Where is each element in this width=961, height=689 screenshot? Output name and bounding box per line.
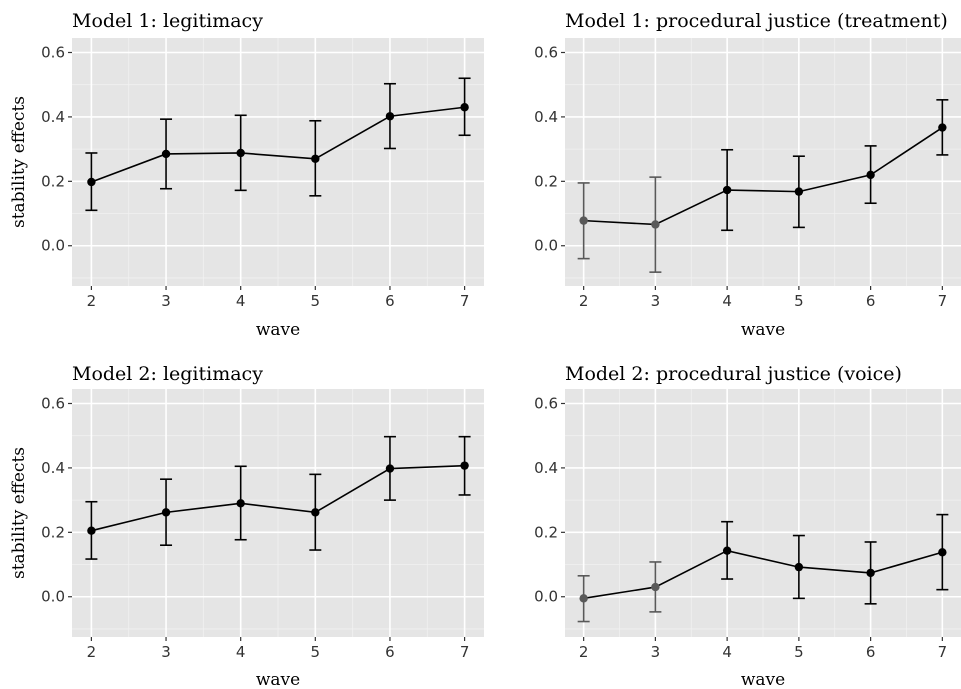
y-axis-label: stability effects [9, 96, 29, 228]
data-point [579, 594, 588, 603]
y-tick-label: 0.4 [41, 108, 65, 126]
x-tick-label: 6 [385, 643, 395, 661]
x-tick-label: 6 [866, 643, 876, 661]
data-point [651, 220, 660, 229]
x-tick-label: 7 [460, 292, 470, 310]
x-tick-label: 4 [236, 643, 246, 661]
x-tick-label: 6 [866, 292, 876, 310]
x-tick-label: 5 [794, 292, 804, 310]
x-tick-label: 2 [87, 292, 97, 310]
data-point [87, 526, 96, 535]
data-point [161, 149, 171, 159]
y-tick-label: 0.0 [41, 588, 65, 606]
x-tick-label: 3 [651, 292, 661, 310]
chart-panel-2: 0.0 0.2 0.4 0.6 2 3 4 5 6 7 Model 1: procedural ju… [534, 10, 961, 340]
y-tick-label: 0.2 [41, 523, 65, 541]
data-point [385, 464, 395, 473]
data-point [866, 568, 875, 578]
x-tick-label: 3 [161, 643, 171, 661]
x-tick-label: 7 [938, 643, 948, 661]
chart-panel-3: 0.0 0.2 0.4 0.6 2 3 4 5 6 7 Model 2: legitimacy wav… [9, 363, 484, 689]
data-point [460, 461, 469, 470]
data-point [651, 582, 660, 592]
y-tick-label: 0.6 [534, 43, 558, 61]
x-tick-label: 5 [794, 643, 804, 661]
data-point [794, 187, 804, 196]
x-axis-label: wave [741, 670, 785, 689]
series-line [91, 106, 465, 183]
data-point [311, 508, 320, 517]
x-axis-label: wave [741, 320, 785, 340]
panel-title: Model 2: procedural justice (voice) [565, 363, 902, 385]
series-line [91, 464, 465, 532]
x-tick-label: 5 [311, 292, 321, 310]
x-tick-label: 3 [651, 643, 661, 661]
data-point [938, 548, 947, 557]
y-tick-label: 0.2 [534, 523, 558, 541]
x-tick-label: 2 [579, 292, 589, 310]
x-tick-label: 7 [460, 643, 470, 661]
data-point [794, 562, 804, 572]
y-tick-label: 0.2 [41, 172, 65, 190]
y-tick-label: 0.4 [534, 108, 558, 126]
data-point [161, 508, 171, 517]
x-tick-label: 4 [722, 292, 732, 310]
x-tick-label: 3 [161, 292, 171, 310]
panel-title: Model 1: procedural justice (treatment) [565, 10, 948, 32]
data-point [311, 154, 320, 163]
y-tick-label: 0.0 [41, 237, 65, 255]
data-point [722, 546, 732, 555]
x-axis-label: wave [256, 670, 300, 689]
y-tick-label: 0.6 [534, 394, 558, 412]
data-point [722, 185, 732, 195]
data-point [236, 499, 245, 508]
data-point [460, 103, 469, 112]
y-tick-label: 0.6 [41, 394, 65, 412]
panel-title: Model 2: legitimacy [72, 363, 263, 385]
data-point [236, 148, 245, 158]
x-tick-label: 4 [236, 292, 246, 310]
y-tick-label: 0.4 [41, 459, 65, 477]
data-point [938, 123, 947, 132]
x-tick-label: 7 [938, 292, 948, 310]
chart-panel-4: 0.0 0.2 0.4 0.6 2 3 4 5 6 7 Model 2: procedural ju… [534, 363, 961, 689]
y-tick-label: 0.2 [534, 172, 558, 190]
x-tick-label: 4 [722, 643, 732, 661]
x-axis-label: wave [256, 320, 300, 340]
data-point [385, 112, 395, 121]
data-point [87, 177, 96, 187]
y-axis-label: stability effects [9, 447, 29, 579]
data-point [866, 170, 875, 180]
x-tick-label: 5 [311, 643, 321, 661]
y-tick-label: 0.0 [534, 237, 558, 255]
x-tick-label: 2 [87, 643, 97, 661]
y-tick-label: 0.6 [41, 43, 65, 61]
series-line [583, 549, 943, 600]
x-tick-label: 6 [385, 292, 395, 310]
y-tick-label: 0.0 [534, 588, 558, 606]
x-tick-label: 2 [579, 643, 589, 661]
y-tick-label: 0.4 [534, 459, 558, 477]
chart-panel-1: 0.0 0.2 0.4 0.6 2 3 4 5 6 7 Model 1: legitimacy wav… [9, 10, 484, 340]
series-line [583, 126, 943, 226]
panel-title: Model 1: legitimacy [72, 10, 263, 32]
data-point [579, 216, 588, 225]
